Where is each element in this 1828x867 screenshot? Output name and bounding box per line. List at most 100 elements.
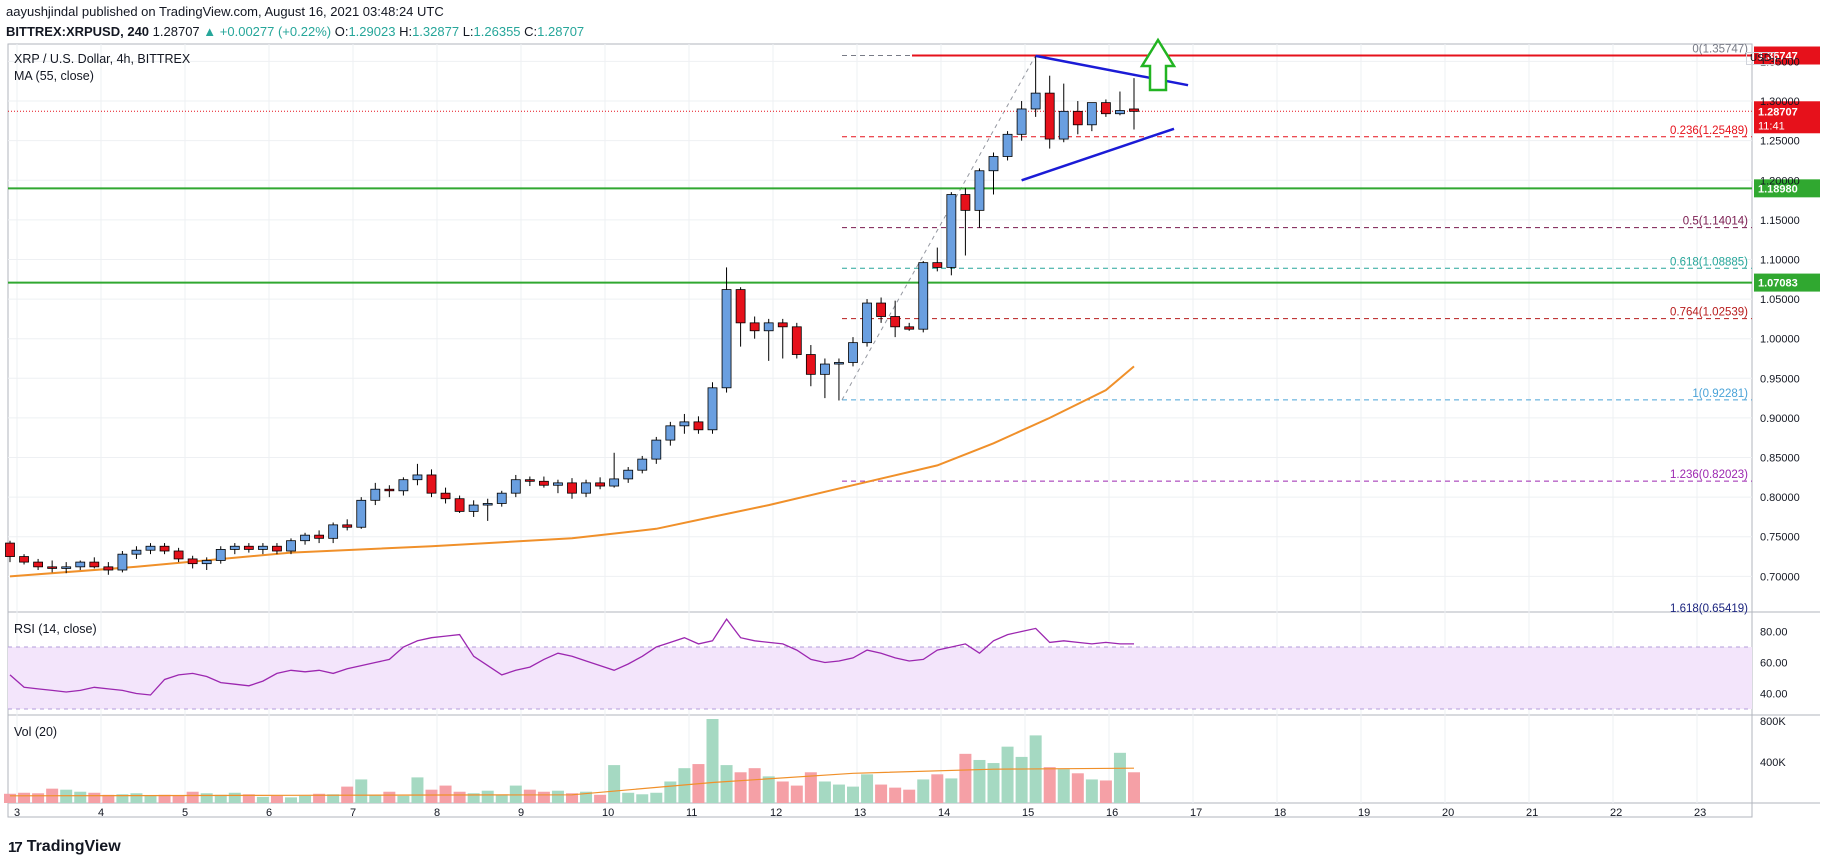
triangle-lower-trendline	[1021, 127, 1175, 182]
level-price-text: 1.35747	[1758, 51, 1798, 63]
close-label: C:	[524, 24, 538, 39]
candle-body	[679, 421, 690, 427]
time-tick-label: 12	[770, 807, 782, 819]
candle	[356, 497, 367, 529]
candle	[496, 490, 507, 507]
volume-bar	[509, 785, 522, 803]
candle	[300, 532, 310, 545]
volume-bar	[945, 778, 958, 803]
candle-body	[946, 194, 957, 268]
fib-level-label: 0(1.35747)	[1692, 44, 1748, 56]
candle	[257, 543, 268, 555]
tradingview-logo[interactable]: 17 TradingView	[8, 838, 121, 856]
volume-bar	[130, 793, 143, 803]
candle	[890, 300, 901, 338]
candle-body	[721, 289, 732, 389]
candle-body	[1129, 108, 1139, 112]
candle	[286, 538, 296, 555]
symbol-label: BITTREX:XRPUSD, 240	[6, 24, 150, 39]
volume-bar	[144, 795, 157, 803]
horizontal-levels[interactable]: 1.18980 1.07083 1.35747 1.28707 11:41	[8, 46, 1820, 292]
candle	[229, 543, 240, 555]
candle-body	[749, 322, 760, 332]
candle	[328, 522, 339, 544]
candle-body	[370, 488, 381, 501]
candle	[5, 540, 15, 563]
candle-body	[496, 492, 507, 504]
volume-bar	[1015, 756, 1028, 803]
volume-bar	[383, 791, 396, 803]
volume-bar	[790, 785, 803, 803]
candle	[243, 543, 254, 553]
volume-bar	[636, 794, 649, 803]
fib-level-label: 1.618(0.65419)	[1670, 603, 1748, 615]
candlesticks	[5, 55, 1139, 575]
volume-bar	[1043, 767, 1056, 803]
time-tick-label: 7	[350, 807, 356, 819]
volume-bar	[439, 785, 452, 803]
candle	[1002, 131, 1013, 161]
open-value: 1.29023	[348, 24, 396, 39]
price-tick-label: 1.10000	[1760, 254, 1800, 266]
candle-body	[609, 478, 620, 487]
countdown-text: 11:41	[1758, 120, 1785, 132]
level-price-text: 1.07083	[1758, 278, 1798, 290]
candle-body	[398, 479, 409, 492]
volume-bar	[495, 794, 508, 803]
candle	[791, 322, 802, 359]
drawings[interactable]	[1021, 37, 1189, 182]
volume-bar	[88, 792, 101, 803]
volume-bar	[762, 776, 775, 803]
price-tick-label: 0.95000	[1760, 373, 1800, 385]
candle	[609, 452, 620, 488]
volume-bar	[313, 793, 326, 803]
candle-body	[763, 322, 774, 332]
volume-bar	[987, 763, 1000, 803]
volume-bar	[102, 794, 115, 803]
candle-body	[61, 566, 72, 569]
time-tick-label: 9	[518, 807, 524, 819]
candle-body	[468, 504, 479, 512]
volume-bar	[411, 777, 424, 803]
rsi-tick-label: 40.00	[1760, 689, 1788, 701]
volume-bar	[369, 794, 382, 803]
fibonacci-retracement[interactable]: 0(1.35747) 0.236(1.25489) 0.5(1.14014) 0.61…	[841, 44, 1752, 615]
candle	[539, 476, 549, 488]
candle-body	[440, 492, 451, 500]
candle-body	[777, 322, 788, 328]
candle-body	[862, 302, 872, 344]
rsi-tick-label: 60.00	[1760, 658, 1788, 670]
currency-badge[interactable]: USD	[1746, 52, 1776, 65]
candle	[904, 322, 915, 331]
candle-body	[581, 482, 591, 494]
candle-body	[988, 156, 999, 172]
volume-bar	[537, 791, 550, 803]
candle-body	[454, 498, 465, 512]
rsi-pane: 40.00 60.00 80.00	[8, 617, 1788, 710]
candle	[370, 482, 381, 506]
candle-body	[75, 561, 86, 568]
axes: 0.70000 0.75000 0.80000 0.85000 0.90000 0.950…	[14, 56, 1800, 819]
candle-body	[876, 302, 886, 317]
tradingview-logo-icon: 17	[8, 838, 23, 856]
candle	[665, 421, 676, 446]
candle	[215, 546, 226, 564]
price-tick-label: 0.70000	[1760, 571, 1800, 583]
candle-body	[510, 479, 521, 494]
candle	[61, 562, 72, 574]
level-price-tag	[1754, 273, 1820, 292]
candle	[398, 477, 409, 496]
logo-text: TradingView	[26, 838, 121, 855]
candle	[946, 192, 957, 276]
author-name[interactable]: aayushjindal	[6, 4, 79, 19]
volume-bar	[551, 790, 564, 803]
candle	[117, 551, 128, 573]
candle-body	[735, 289, 746, 324]
candle	[187, 555, 198, 569]
volume-bar	[74, 791, 87, 803]
volume-bar	[1001, 746, 1014, 803]
rsi-tick-label: 80.00	[1760, 627, 1788, 639]
candle	[159, 543, 170, 555]
ma-legend: MA (55, close)	[14, 69, 94, 83]
